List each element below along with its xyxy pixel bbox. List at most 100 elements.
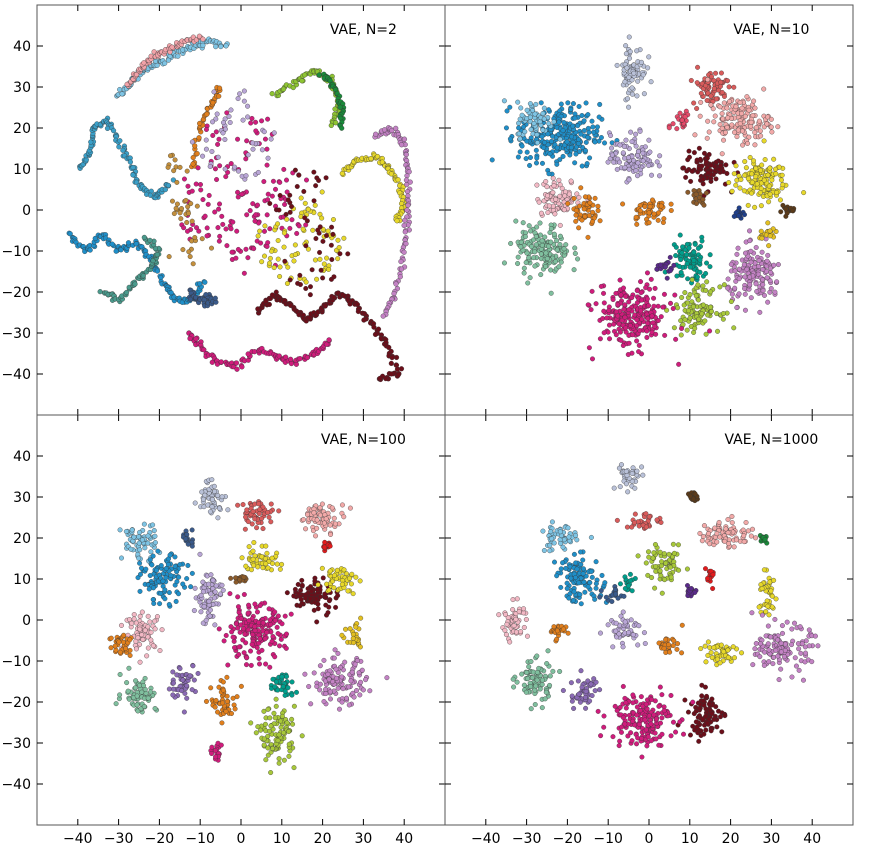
data-point — [201, 604, 207, 610]
data-point — [668, 208, 674, 213]
data-point — [627, 55, 632, 61]
data-point — [316, 177, 322, 183]
data-point — [623, 137, 629, 143]
data-point — [753, 165, 759, 171]
data-point — [605, 159, 611, 165]
data-point — [216, 85, 223, 91]
data-point — [518, 105, 524, 111]
data-point — [644, 270, 650, 276]
data-point — [244, 662, 249, 668]
data-point — [719, 125, 725, 131]
data-point — [292, 252, 298, 258]
data-point — [697, 257, 703, 263]
data-point — [209, 504, 215, 510]
data-point — [652, 285, 658, 291]
data-point — [270, 560, 275, 566]
data-point — [275, 238, 281, 243]
data-point — [697, 269, 703, 275]
data-point — [325, 610, 331, 616]
data-point — [742, 274, 748, 280]
data-point — [194, 203, 200, 209]
data-point — [607, 336, 613, 342]
panel-2: VAE, N=10 — [444, 4, 854, 416]
data-point — [539, 242, 545, 248]
data-point — [551, 119, 557, 125]
data-point — [317, 224, 323, 230]
data-point — [192, 500, 198, 506]
data-point — [684, 252, 690, 258]
data-point — [686, 245, 692, 251]
data-point — [248, 720, 254, 726]
data-point — [192, 235, 198, 240]
data-point — [542, 234, 548, 240]
cluster-6 — [186, 330, 332, 372]
data-point — [285, 197, 291, 203]
data-point — [163, 566, 169, 572]
data-point — [267, 255, 273, 261]
data-point — [280, 86, 287, 92]
data-point — [212, 589, 218, 595]
data-point — [533, 234, 539, 240]
data-point — [282, 258, 288, 264]
data-point — [658, 262, 663, 268]
data-point — [577, 203, 582, 209]
data-point — [524, 149, 530, 155]
data-point — [720, 316, 726, 322]
data-point — [207, 163, 213, 169]
data-point — [270, 634, 276, 640]
data-point — [254, 525, 260, 531]
data-point — [170, 198, 175, 204]
data-point — [740, 128, 745, 134]
data-point — [154, 614, 160, 620]
data-point — [200, 197, 206, 203]
data-point — [257, 228, 263, 234]
data-point — [675, 305, 681, 311]
data-point — [279, 561, 285, 567]
data-point — [586, 213, 592, 219]
cluster-22 — [685, 188, 709, 208]
data-point — [629, 91, 635, 97]
data-point — [214, 177, 220, 183]
data-point — [759, 162, 765, 168]
data-point — [357, 692, 363, 698]
data-point — [749, 190, 755, 196]
data-point — [637, 328, 643, 334]
data-point — [742, 113, 748, 119]
data-point — [709, 74, 715, 80]
data-point — [197, 281, 203, 287]
data-point — [714, 311, 720, 317]
data-point — [527, 114, 533, 120]
data-point — [748, 259, 754, 265]
data-point — [190, 154, 196, 161]
data-point — [185, 228, 190, 234]
data-point — [298, 587, 304, 593]
data-point — [398, 266, 405, 272]
data-point — [638, 308, 644, 314]
data-point — [679, 250, 685, 256]
data-point — [188, 201, 194, 207]
data-point — [123, 645, 129, 651]
data-point — [308, 701, 314, 707]
data-point — [199, 236, 205, 242]
data-point — [772, 289, 778, 295]
data-point — [249, 115, 255, 121]
data-point — [259, 118, 265, 124]
data-point — [203, 137, 209, 143]
data-point — [674, 126, 680, 132]
data-point — [217, 201, 223, 207]
data-point — [767, 265, 773, 271]
data-point — [587, 200, 593, 206]
data-point — [717, 104, 723, 110]
data-point — [736, 291, 742, 297]
data-point — [718, 79, 724, 85]
data-point — [780, 182, 786, 188]
data-point — [354, 688, 360, 694]
y-tick-label: 10 — [13, 162, 31, 178]
data-point — [694, 274, 700, 280]
data-point — [277, 566, 283, 572]
data-point — [551, 231, 557, 237]
data-point — [325, 228, 331, 234]
data-point — [734, 305, 740, 311]
data-point — [266, 606, 272, 612]
data-point — [348, 581, 354, 587]
